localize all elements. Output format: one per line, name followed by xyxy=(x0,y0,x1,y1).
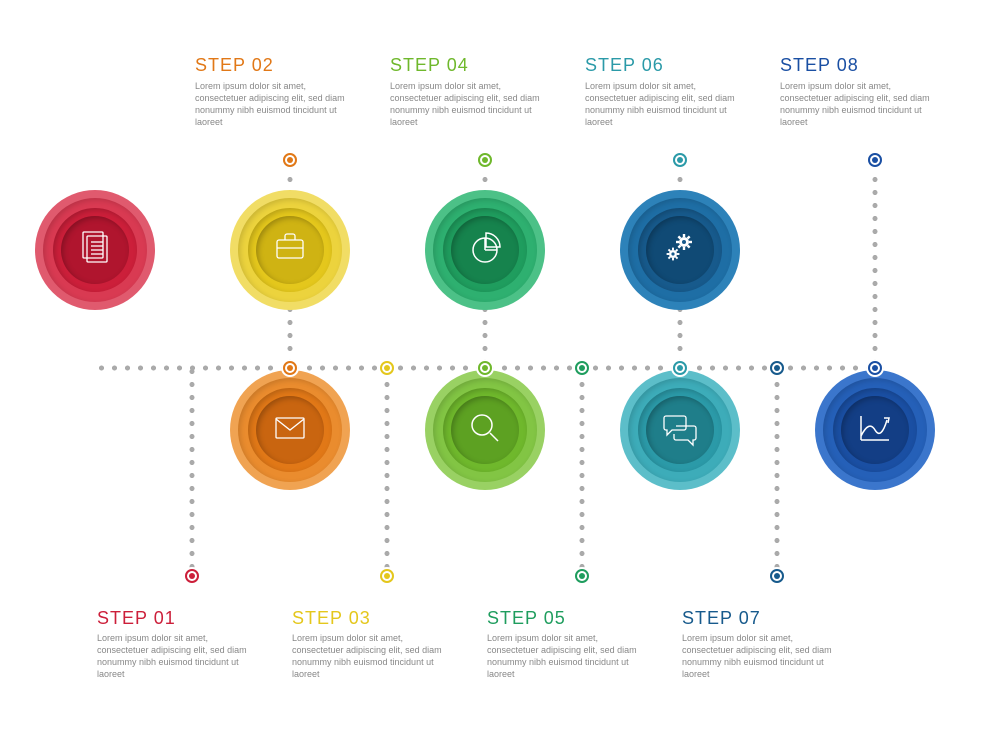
junction-marker-3 xyxy=(378,359,396,377)
bottom-marker-2 xyxy=(378,567,396,585)
step-desc-01: Lorem ipsum dolor sit amet, consectetuer… xyxy=(97,632,247,681)
connector-v-7 xyxy=(774,365,780,575)
step-label-06: STEP 06 xyxy=(585,55,664,76)
bottom-marker-1 xyxy=(183,567,201,585)
top-marker-2 xyxy=(476,151,494,169)
junction-marker-6 xyxy=(671,359,689,377)
step-circle-05 xyxy=(425,190,545,310)
connector-v-8 xyxy=(872,160,878,370)
infographic-canvas: STEP 02 Lorem ipsum dolor sit amet, conse… xyxy=(0,0,1000,736)
step-desc-06: Lorem ipsum dolor sit amet, consectetuer… xyxy=(585,80,735,129)
step-circle-04 xyxy=(425,370,545,490)
documents-icon xyxy=(73,226,117,275)
connector-v-1 xyxy=(189,365,195,575)
step-label-02: STEP 02 xyxy=(195,55,274,76)
step-circle-07 xyxy=(620,190,740,310)
briefcase-icon xyxy=(268,226,312,275)
magnifier-icon xyxy=(463,406,507,455)
connector-v-5 xyxy=(579,365,585,575)
graph-icon xyxy=(853,406,897,455)
step-label-01: STEP 01 xyxy=(97,608,176,629)
top-marker-3 xyxy=(671,151,689,169)
step-label-07: STEP 07 xyxy=(682,608,761,629)
step-label-04: STEP 04 xyxy=(390,55,469,76)
step-desc-04: Lorem ipsum dolor sit amet, consectetuer… xyxy=(390,80,540,129)
step-label-08: STEP 08 xyxy=(780,55,859,76)
junction-marker-2 xyxy=(281,359,299,377)
pie-icon xyxy=(463,226,507,275)
step-desc-08: Lorem ipsum dolor sit amet, consectetuer… xyxy=(780,80,930,129)
step-circle-03 xyxy=(230,190,350,310)
connector-v-3 xyxy=(384,365,390,575)
junction-marker-8 xyxy=(866,359,884,377)
step-desc-07: Lorem ipsum dolor sit amet, consectetuer… xyxy=(682,632,832,681)
bottom-marker-3 xyxy=(573,567,591,585)
step-circle-08 xyxy=(815,370,935,490)
chat-icon xyxy=(658,406,702,455)
step-desc-03: Lorem ipsum dolor sit amet, consectetuer… xyxy=(292,632,442,681)
bottom-marker-4 xyxy=(768,567,786,585)
step-circle-02 xyxy=(230,370,350,490)
junction-marker-5 xyxy=(573,359,591,377)
step-label-03: STEP 03 xyxy=(292,608,371,629)
gears-icon xyxy=(658,226,702,275)
step-desc-02: Lorem ipsum dolor sit amet, consectetuer… xyxy=(195,80,345,129)
top-marker-4 xyxy=(866,151,884,169)
step-circle-06 xyxy=(620,370,740,490)
step-circle-01 xyxy=(35,190,155,310)
envelope-icon xyxy=(268,406,312,455)
step-label-05: STEP 05 xyxy=(487,608,566,629)
junction-marker-7 xyxy=(768,359,786,377)
step-desc-05: Lorem ipsum dolor sit amet, consectetuer… xyxy=(487,632,637,681)
junction-marker-4 xyxy=(476,359,494,377)
top-marker-1 xyxy=(281,151,299,169)
